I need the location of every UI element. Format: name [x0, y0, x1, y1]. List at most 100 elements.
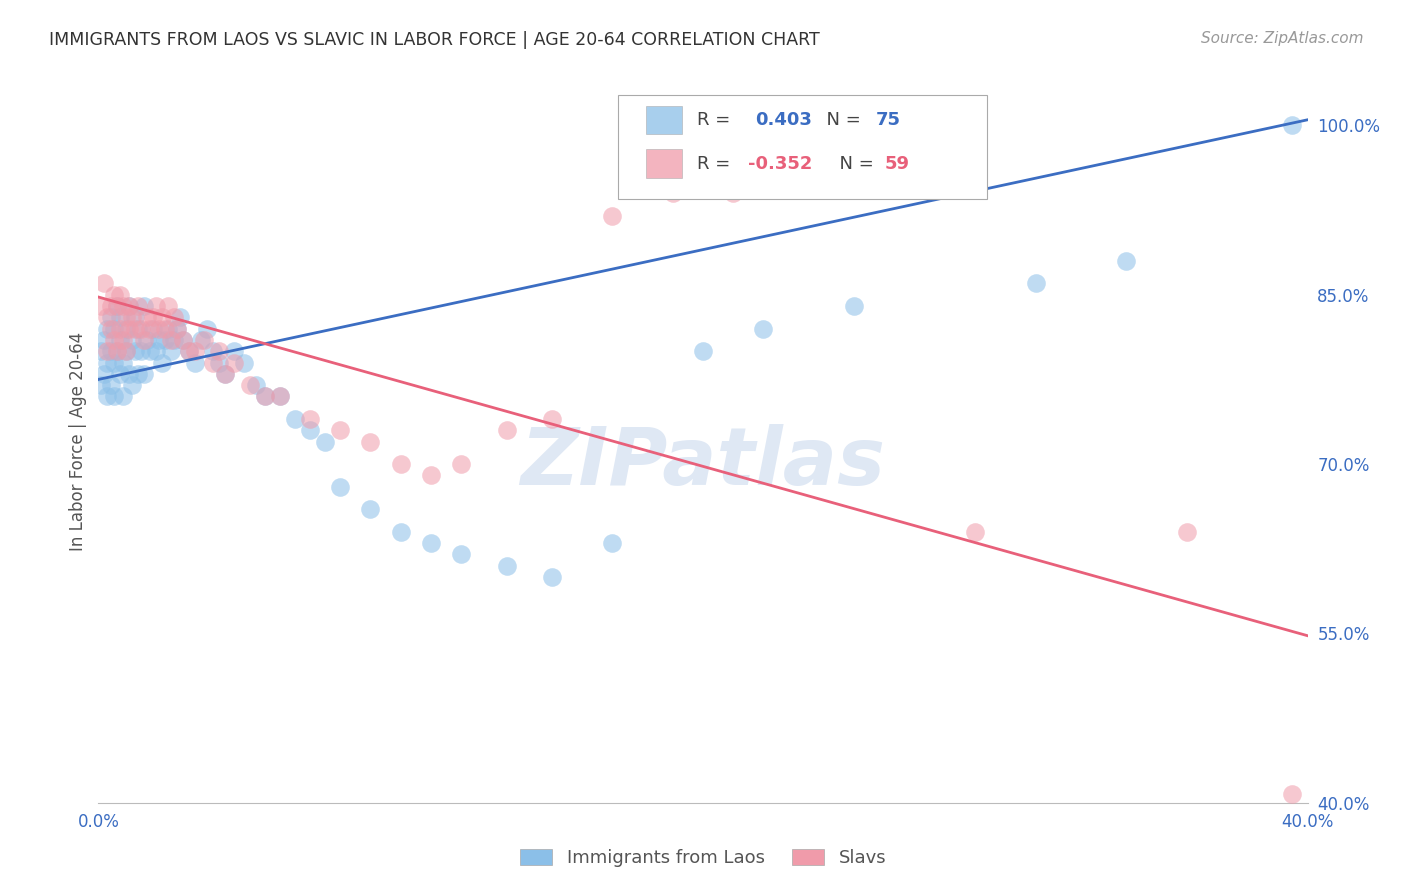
Point: [100, 378, 122, 392]
Point: [495, 423, 517, 437]
Point: [172, 333, 194, 347]
Text: Source: ZipAtlas.com: Source: ZipAtlas.com: [1201, 31, 1364, 46]
Text: N =: N =: [815, 111, 868, 129]
Point: [389, 457, 412, 471]
Point: [299, 412, 322, 426]
Point: [163, 333, 186, 347]
Point: [329, 423, 352, 437]
Text: 59: 59: [884, 155, 910, 173]
Point: [965, 524, 987, 539]
Point: [495, 558, 517, 573]
Point: [156, 299, 179, 313]
Point: [360, 502, 382, 516]
Point: [752, 321, 775, 335]
Point: [160, 344, 183, 359]
Point: [96, 389, 118, 403]
Point: [124, 310, 146, 325]
Point: [224, 355, 246, 369]
Point: [389, 524, 412, 539]
Point: [1115, 253, 1137, 268]
Point: [142, 321, 165, 335]
Point: [108, 321, 131, 335]
Point: [540, 412, 562, 426]
Point: [96, 310, 118, 325]
Point: [692, 344, 714, 359]
Point: [329, 480, 352, 494]
Point: [100, 299, 122, 313]
Point: [103, 333, 125, 347]
Point: [129, 344, 152, 359]
Point: [100, 321, 122, 335]
Point: [96, 321, 118, 335]
Point: [1024, 277, 1046, 291]
Point: [420, 536, 443, 550]
Point: [111, 355, 134, 369]
Point: [190, 333, 212, 347]
Point: [93, 277, 115, 291]
Point: [1281, 787, 1303, 801]
Point: [93, 367, 115, 381]
Point: [150, 355, 173, 369]
Point: [195, 321, 218, 335]
Point: [166, 321, 188, 335]
Point: [166, 321, 188, 335]
Point: [172, 333, 194, 347]
Point: [156, 321, 179, 335]
Point: [96, 355, 118, 369]
Point: [148, 333, 170, 347]
Point: [121, 310, 143, 325]
Point: [132, 333, 155, 347]
Point: [118, 321, 141, 335]
Point: [1175, 524, 1198, 539]
Point: [108, 310, 131, 325]
Text: 0.403: 0.403: [755, 111, 811, 129]
Point: [129, 321, 152, 335]
Point: [208, 344, 231, 359]
Point: [100, 310, 122, 325]
Y-axis label: In Labor Force | Age 20-64: In Labor Force | Age 20-64: [69, 332, 87, 551]
Point: [184, 355, 207, 369]
Legend: Immigrants from Laos, Slavs: Immigrants from Laos, Slavs: [512, 841, 894, 874]
Point: [124, 321, 146, 335]
Point: [224, 344, 246, 359]
Point: [193, 333, 215, 347]
Point: [135, 333, 157, 347]
Text: ZIPatlas: ZIPatlas: [520, 425, 886, 502]
Point: [111, 333, 134, 347]
Point: [1281, 119, 1303, 133]
Point: [142, 310, 165, 325]
Point: [202, 344, 225, 359]
Point: [202, 355, 225, 369]
Point: [844, 299, 866, 313]
Point: [179, 344, 201, 359]
Point: [105, 299, 128, 313]
Point: [148, 321, 170, 335]
Text: N =: N =: [828, 155, 879, 173]
FancyBboxPatch shape: [647, 150, 682, 178]
Point: [100, 344, 122, 359]
Point: [153, 321, 176, 335]
Point: [160, 333, 183, 347]
Point: [90, 299, 112, 313]
Point: [111, 389, 134, 403]
Point: [253, 389, 276, 403]
Point: [118, 299, 141, 313]
Text: -0.352: -0.352: [748, 155, 813, 173]
Point: [114, 310, 136, 325]
Point: [214, 367, 236, 381]
Point: [114, 344, 136, 359]
Text: R =: R =: [697, 155, 735, 173]
Point: [314, 434, 336, 449]
Point: [139, 344, 162, 359]
Point: [540, 570, 562, 584]
FancyBboxPatch shape: [619, 95, 987, 200]
Point: [145, 344, 167, 359]
Point: [208, 355, 231, 369]
Point: [108, 333, 131, 347]
Point: [127, 321, 149, 335]
Point: [135, 310, 157, 325]
Point: [105, 344, 128, 359]
Point: [111, 299, 134, 313]
Point: [103, 287, 125, 301]
Point: [723, 186, 745, 201]
